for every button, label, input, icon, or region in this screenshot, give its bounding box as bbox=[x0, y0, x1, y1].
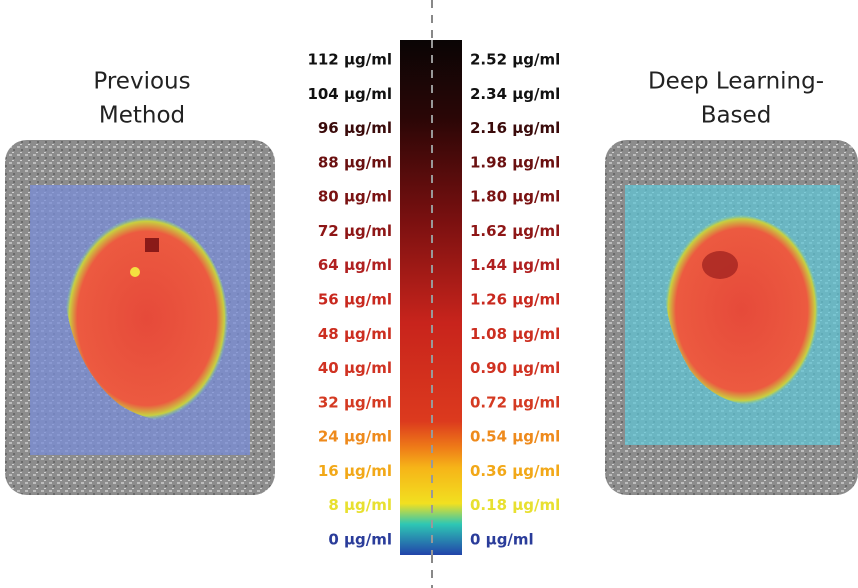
scale-label: 0 µg/ml bbox=[328, 531, 392, 549]
scale-label: 24 µg/ml bbox=[318, 428, 392, 446]
panel-title: Method bbox=[99, 103, 185, 129]
scale-label: 8 µg/ml bbox=[328, 496, 392, 514]
scale-label: 88 µg/ml bbox=[318, 153, 392, 171]
panel-title: Previous bbox=[93, 69, 190, 95]
panel-title: Deep Learning- bbox=[648, 69, 824, 95]
scale-label: 48 µg/ml bbox=[318, 325, 392, 343]
scale-label: 1.80 µg/ml bbox=[470, 188, 560, 206]
scale-label: 1.08 µg/ml bbox=[470, 325, 560, 343]
scale-label: 0.90 µg/ml bbox=[470, 359, 560, 377]
scale-label: 0.18 µg/ml bbox=[470, 496, 560, 514]
scale-label: 0.72 µg/ml bbox=[470, 393, 560, 411]
scale-label: 40 µg/ml bbox=[318, 359, 392, 377]
scale-label: 2.34 µg/ml bbox=[470, 85, 560, 103]
scale-label: 64 µg/ml bbox=[318, 256, 392, 274]
panel-title: Based bbox=[701, 103, 772, 129]
scale-label: 96 µg/ml bbox=[318, 119, 392, 137]
scale-label: 112 µg/ml bbox=[307, 51, 392, 69]
scale-label: 2.16 µg/ml bbox=[470, 119, 560, 137]
scale-label: 1.44 µg/ml bbox=[470, 256, 560, 274]
scale-label: 0 µg/ml bbox=[470, 531, 534, 549]
scale-label: 72 µg/ml bbox=[318, 222, 392, 240]
hot-spot bbox=[130, 267, 140, 277]
scale-label: 0.36 µg/ml bbox=[470, 462, 560, 480]
scale-label: 32 µg/ml bbox=[318, 393, 392, 411]
scale-label: 0.54 µg/ml bbox=[470, 428, 560, 446]
scale-label: 1.62 µg/ml bbox=[470, 222, 560, 240]
scale-label: 80 µg/ml bbox=[318, 188, 392, 206]
scale-label: 104 µg/ml bbox=[307, 85, 392, 103]
scale-label: 1.98 µg/ml bbox=[470, 153, 560, 171]
right-image bbox=[605, 140, 858, 495]
hot-spot bbox=[702, 251, 738, 279]
hot-spot bbox=[145, 238, 159, 252]
scale-label: 16 µg/ml bbox=[318, 462, 392, 480]
left-image bbox=[5, 140, 275, 495]
scale-label: 1.26 µg/ml bbox=[470, 291, 560, 309]
heat-blob bbox=[65, 216, 229, 421]
scale-label: 56 µg/ml bbox=[318, 291, 392, 309]
scale-label: 2.52 µg/ml bbox=[470, 51, 560, 69]
